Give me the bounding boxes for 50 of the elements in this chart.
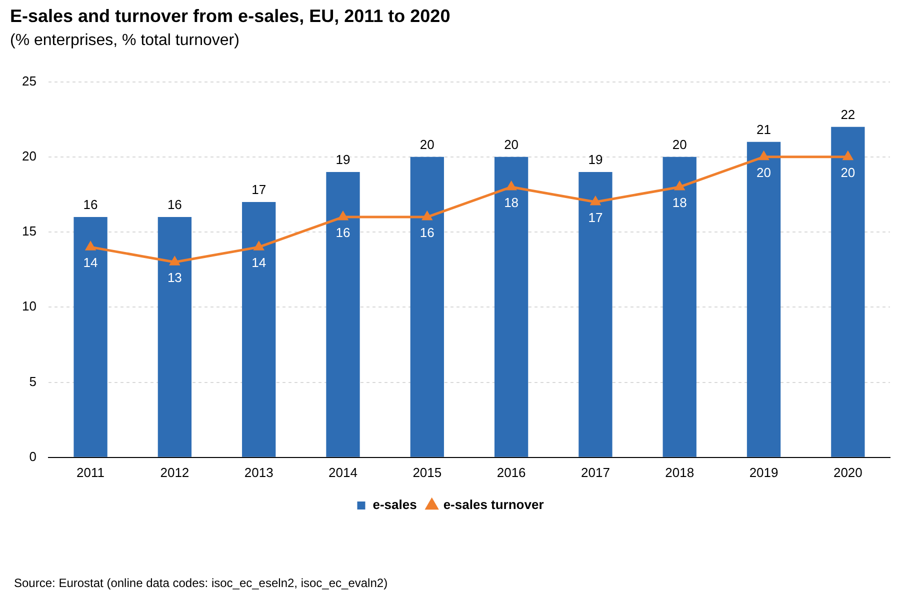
x-tick-label: 2018 (665, 464, 694, 480)
x-tick-label: 2019 (749, 464, 778, 480)
data-label: 22 (840, 106, 856, 122)
x-tick-label: 2020 (833, 464, 862, 480)
x-tick-label: 2012 (160, 464, 190, 480)
data-label: 20 (672, 137, 687, 152)
point (338, 212, 348, 220)
point (506, 182, 516, 190)
point (86, 242, 96, 250)
data-label: 20 (504, 137, 519, 152)
data-label: 21 (756, 122, 772, 137)
source-note: Source: Eurostat (online data codes: isoc_ec_eseln2, isoc_ec_evaln2) (14, 576, 388, 590)
data-label: 13 (167, 270, 182, 286)
data-label: 16 (420, 225, 434, 240)
data-label: 17 (588, 210, 603, 226)
data-label: 19 (588, 152, 603, 168)
y-tick-label: 25 (22, 73, 36, 88)
data-label: 19 (336, 152, 350, 168)
point (170, 256, 180, 266)
data-label: 14 (83, 255, 98, 270)
data-label: 20 (756, 165, 772, 180)
y-tick-label: 10 (22, 298, 36, 314)
x-tick-label: 2016 (496, 464, 526, 480)
x-tick-label: 2014 (328, 464, 358, 480)
data-label: 17 (252, 182, 266, 198)
data-label: 14 (252, 255, 266, 270)
point (843, 152, 853, 160)
point (254, 242, 264, 250)
data-label: 18 (504, 195, 519, 210)
y-tick-label: 15 (22, 224, 36, 239)
data-label: 16 (167, 197, 182, 212)
x-tick-label: 2013 (244, 464, 274, 480)
point (590, 196, 600, 206)
chart-subtitle: (% enterprises, % total turnover) (10, 32, 240, 50)
y-tick-label: 5 (29, 374, 36, 389)
data-label: 16 (336, 225, 350, 240)
x-tick-label: 2015 (412, 464, 442, 480)
data-label: 16 (83, 197, 98, 212)
point (422, 212, 432, 220)
x-tick-label: 2011 (76, 464, 105, 480)
chart-title: E-sales and turnover from e-sales, EU, 2011 to 2020 (10, 6, 450, 27)
y-tick-label: 20 (22, 148, 36, 164)
legend-label: e-sales (372, 497, 417, 512)
legend-label: e-sales turnover (443, 497, 544, 512)
data-label: 20 (840, 165, 856, 180)
point (674, 182, 684, 190)
y-tick-label: 0 (29, 448, 36, 464)
data-label: 20 (420, 137, 434, 152)
data-label: 18 (672, 195, 687, 210)
x-tick-label: 2017 (581, 464, 610, 480)
